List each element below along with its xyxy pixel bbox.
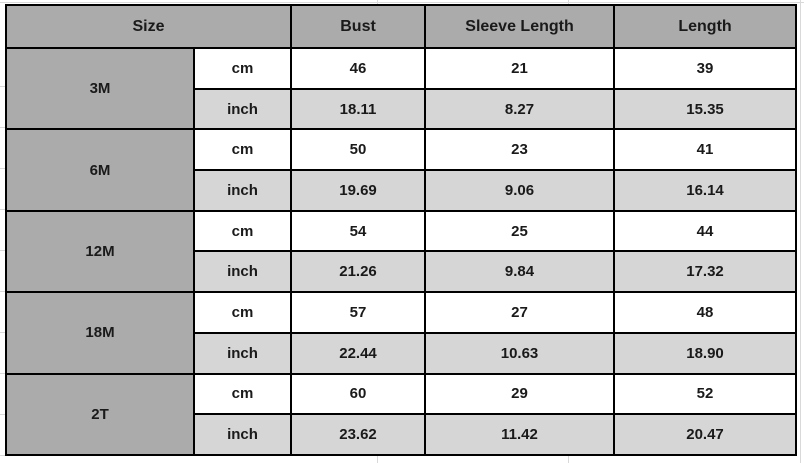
- table-row: 6M cm 50 23 41: [5, 128, 798, 212]
- unit-cell: cm: [192, 209, 293, 253]
- margin-gridline-vertical: [800, 0, 801, 463]
- table-row: inch 19.69 9.06 16.14: [6, 169, 798, 212]
- table-row: inch 18.11 8.27 15.35: [6, 87, 798, 131]
- value-cell: 29: [424, 372, 616, 416]
- table-row: 2T cm 60 29 52: [5, 372, 798, 456]
- size-cell-18m: 18M: [5, 291, 195, 375]
- unit-cell: inch: [192, 250, 293, 294]
- size-chart-table: Size Bust Sleeve Length Length 3M cm 46 …: [4, 4, 798, 456]
- value-cell: 27: [424, 291, 616, 334]
- value-cell: 44: [613, 209, 798, 253]
- value-cell: 10.63: [424, 331, 616, 375]
- value-cell: 23.62: [290, 413, 427, 456]
- value-cell: 22.44: [290, 331, 427, 375]
- unit-cell: cm: [192, 291, 293, 334]
- size-cell-6m: 6M: [5, 128, 195, 212]
- value-cell: 46: [290, 47, 427, 90]
- value-cell: 60: [290, 372, 427, 416]
- value-cell: 39: [613, 47, 798, 90]
- unit-cell: inch: [192, 331, 293, 375]
- value-cell: 9.84: [424, 250, 616, 294]
- value-cell: 50: [290, 128, 427, 172]
- value-cell: 57: [290, 291, 427, 334]
- value-cell: 17.32: [613, 250, 798, 294]
- table-row: inch 22.44 10.63 18.90: [6, 331, 798, 375]
- value-cell: 8.27: [424, 87, 616, 131]
- header-cell-bust: Bust: [290, 4, 427, 49]
- value-cell: 16.14: [613, 169, 798, 212]
- header-cell-sleeve-length: Sleeve Length: [424, 4, 616, 49]
- table-row: inch 23.62 11.42 20.47: [6, 413, 798, 456]
- value-cell: 54: [290, 209, 427, 253]
- header-row: Size Bust Sleeve Length Length: [4, 4, 798, 49]
- value-cell: 52: [613, 372, 798, 416]
- value-cell: 18.11: [290, 87, 427, 131]
- value-cell: 48: [613, 291, 798, 334]
- unit-cell: cm: [192, 128, 293, 172]
- margin-gridline-row-stubs: [0, 46, 5, 456]
- unit-cell: inch: [192, 169, 293, 212]
- value-cell: 21: [424, 47, 616, 90]
- value-cell: 20.47: [613, 413, 798, 456]
- value-cell: 25: [424, 209, 616, 253]
- value-cell: 21.26: [290, 250, 427, 294]
- value-cell: 15.35: [613, 87, 798, 131]
- value-cell: 23: [424, 128, 616, 172]
- size-cell-2t: 2T: [5, 372, 195, 456]
- unit-cell: inch: [192, 413, 293, 456]
- unit-cell: cm: [192, 47, 293, 90]
- value-cell: 9.06: [424, 169, 616, 212]
- table-row: 3M cm 46 21 39: [5, 46, 798, 131]
- value-cell: 18.90: [613, 331, 798, 375]
- unit-cell: inch: [192, 87, 293, 131]
- size-cell-3m: 3M: [5, 46, 195, 131]
- size-cell-12m: 12M: [5, 209, 195, 294]
- value-cell: 11.42: [424, 413, 616, 456]
- header-cell-length: Length: [613, 4, 798, 49]
- table-row: 12M cm 54 25 44: [5, 209, 798, 294]
- value-cell: 19.69: [290, 169, 427, 212]
- margin-gridline-horizontal: [0, 2, 804, 3]
- table-row: inch 21.26 9.84 17.32: [6, 250, 798, 294]
- value-cell: 41: [613, 128, 798, 172]
- table-row: 18M cm 57 27 48: [5, 291, 798, 375]
- header-cell-size: Size: [4, 4, 293, 49]
- unit-cell: cm: [192, 372, 293, 416]
